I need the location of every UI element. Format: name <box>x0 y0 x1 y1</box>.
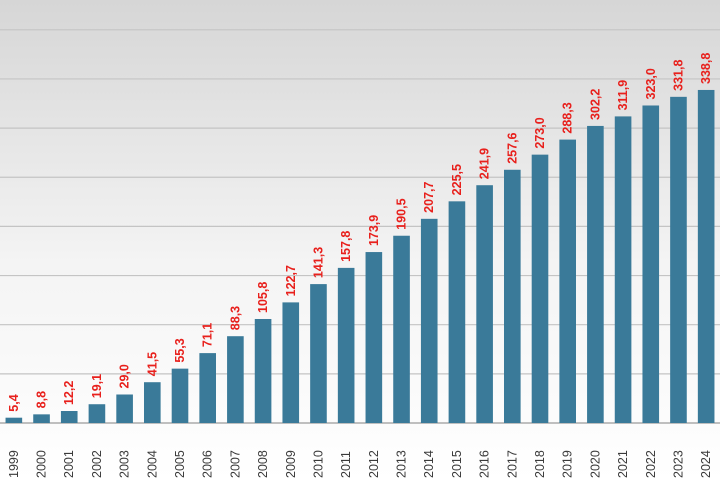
bar-2021 <box>614 116 632 424</box>
bars <box>5 89 715 424</box>
bar-2005 <box>171 368 189 423</box>
bar-2008 <box>254 318 272 423</box>
value-label-2005: 55,3 <box>173 338 187 362</box>
x-tick-2001: 2001 <box>62 450 76 478</box>
x-tick-2024: 2024 <box>699 450 713 478</box>
bar-2012 <box>365 252 383 423</box>
bar-2020 <box>587 125 604 424</box>
x-tick-2008: 2008 <box>256 450 270 478</box>
gridlines <box>0 29 720 424</box>
bar-2001 <box>60 411 78 423</box>
x-tick-2017: 2017 <box>505 450 519 478</box>
value-label-2004: 41,5 <box>145 352 159 376</box>
x-tick-2002: 2002 <box>90 450 104 478</box>
x-tick-2003: 2003 <box>118 450 132 478</box>
x-tick-2012: 2012 <box>367 450 381 478</box>
value-label-2003: 29,0 <box>118 364 132 388</box>
value-label-2016: 241,9 <box>478 148 492 179</box>
value-label-2001: 12,2 <box>62 381 76 405</box>
value-label-2021: 311,9 <box>616 80 630 111</box>
bar-2011 <box>337 267 355 423</box>
bar-2000 <box>33 414 50 423</box>
x-tick-2006: 2006 <box>201 450 215 478</box>
bar-2017 <box>504 169 521 423</box>
x-tick-2020: 2020 <box>588 450 602 478</box>
value-label-2013: 190,5 <box>395 198 409 229</box>
value-label-1999: 5,4 <box>7 394 21 411</box>
x-tick-2021: 2021 <box>616 450 630 478</box>
x-tick-2022: 2022 <box>644 450 658 478</box>
bar-2006 <box>199 353 216 423</box>
bar-2015 <box>448 201 466 423</box>
bar-2004 <box>144 382 161 423</box>
value-label-2006: 71,1 <box>201 323 215 347</box>
bar-2002 <box>88 404 106 423</box>
value-labels: 5,4 8,8 12,2 19,1 29,0 41,5 55,3 71,1 88,3 105,8 1… <box>7 53 713 412</box>
value-label-2000: 8,8 <box>35 391 49 408</box>
x-tick-2015: 2015 <box>450 450 464 478</box>
bar-2016 <box>476 185 493 423</box>
x-tick-2019: 2019 <box>561 450 575 478</box>
value-label-2017: 257,6 <box>505 132 519 163</box>
value-label-2015: 225,5 <box>450 164 464 195</box>
value-label-2007: 88,3 <box>228 306 242 330</box>
x-tick-2023: 2023 <box>671 450 685 478</box>
x-tick-2018: 2018 <box>533 450 547 478</box>
value-label-2020: 302,2 <box>588 89 602 120</box>
bar-2013 <box>393 235 410 423</box>
value-label-2024: 338,8 <box>699 53 713 84</box>
x-tick-labels: 1999 2000 2001 2002 2003 2004 2005 2006 2007 2008… <box>7 450 713 478</box>
value-label-2009: 122,7 <box>284 265 298 296</box>
x-tick-2010: 2010 <box>311 450 325 478</box>
value-label-2023: 331,8 <box>671 60 685 91</box>
x-tick-2000: 2000 <box>35 450 49 478</box>
bar-2018 <box>531 154 549 423</box>
bar-2010 <box>310 284 327 423</box>
x-tick-1999: 1999 <box>7 450 21 478</box>
x-tick-2016: 2016 <box>478 450 492 478</box>
value-label-2012: 173,9 <box>367 215 381 246</box>
x-tick-2009: 2009 <box>284 450 298 478</box>
bar-1999 <box>5 417 23 423</box>
x-tick-2007: 2007 <box>228 450 242 478</box>
bar-2023 <box>670 96 687 424</box>
value-label-2010: 141,3 <box>311 247 325 278</box>
x-tick-2005: 2005 <box>173 450 187 478</box>
bar-2024 <box>697 89 715 424</box>
x-tick-2011: 2011 <box>339 451 353 478</box>
value-label-2022: 323,0 <box>644 68 658 99</box>
value-label-2008: 105,8 <box>256 282 270 313</box>
value-label-2002: 19,1 <box>90 374 104 398</box>
value-label-2011: 157,8 <box>339 231 353 262</box>
x-tick-2014: 2014 <box>422 450 436 478</box>
bar-2009 <box>282 302 300 423</box>
bar-2014 <box>420 218 438 423</box>
x-tick-2004: 2004 <box>145 450 159 478</box>
value-label-2014: 207,7 <box>422 182 436 213</box>
bar-2007 <box>227 336 244 423</box>
bar-2022 <box>642 105 660 424</box>
bar-2019 <box>559 139 576 423</box>
value-label-2018: 273,0 <box>533 117 547 148</box>
x-tick-2013: 2013 <box>395 450 409 478</box>
bar-2003 <box>116 394 133 423</box>
value-label-2019: 288,3 <box>561 102 575 133</box>
